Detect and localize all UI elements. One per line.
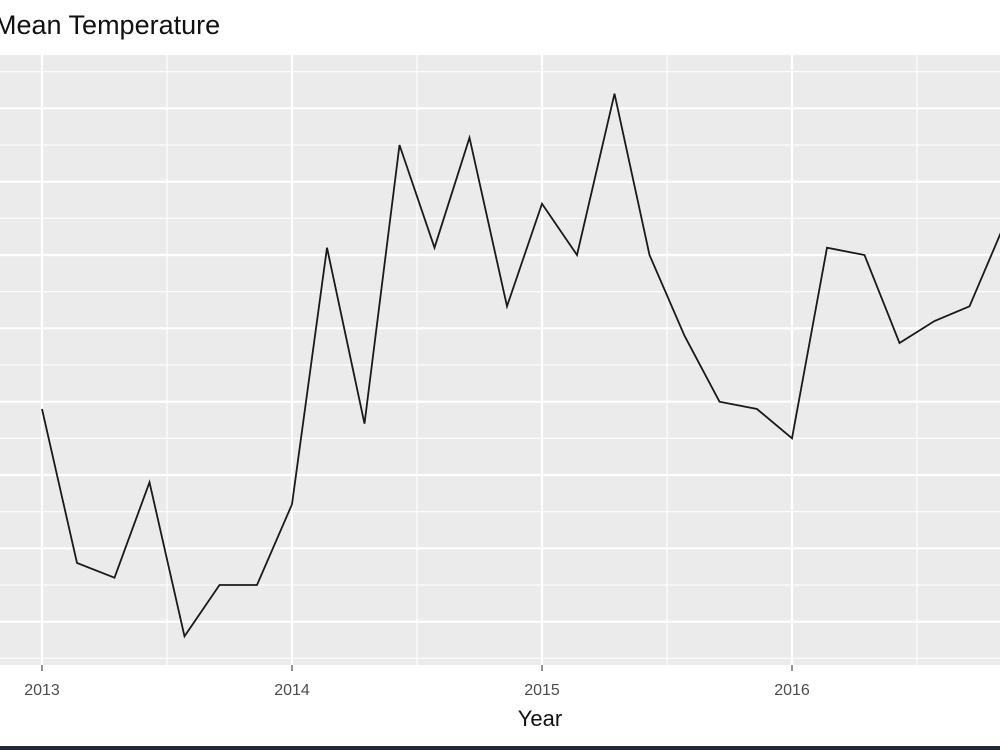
plot-panel (0, 55, 1000, 665)
series-group (41, 93, 1000, 639)
x-tick-label: 2016 (774, 682, 810, 699)
grid-major (0, 55, 1000, 665)
x-axis-label: Year (517, 706, 563, 731)
x-tick-label: 2013 (24, 682, 60, 699)
bottom-edge-bar (0, 746, 1000, 750)
x-tick-label: 2014 (274, 682, 310, 699)
x-tick-label: 2015 (524, 682, 560, 699)
chart-title: Mean Temperature (0, 10, 221, 40)
series-line-0 (41, 93, 1000, 639)
x-axis-ticks: 2013 2014 2015 2016 (24, 665, 810, 699)
